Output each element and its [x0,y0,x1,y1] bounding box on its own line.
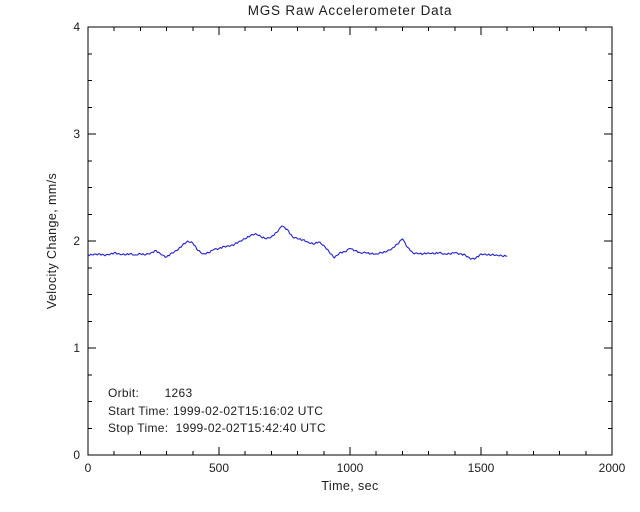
x-tick-label: 2000 [599,461,626,475]
y-tick-label: 0 [73,448,80,462]
y-tick-label: 1 [73,341,80,355]
data-layer [87,225,508,260]
y-tick-label: 4 [73,20,80,34]
y-axis-label: Velocity Change, mm/s [45,173,59,309]
axes-layer: 0 500 1000 1500 2000 0 1 2 3 4 [73,20,625,475]
x-axis-label: Time, sec [321,479,378,493]
annotation-block: Orbit: 1263 Start Time: 1999-02-02T15:16… [108,386,326,435]
start-time-annotation: Start Time: 1999-02-02T15:16:02 UTC [108,404,323,418]
chart-title: MGS Raw Accelerometer Data [248,3,453,18]
data-line [87,225,508,260]
stop-time-annotation: Stop Time: 1999-02-02T15:42:40 UTC [108,421,326,435]
x-tick-label: 500 [209,461,229,475]
x-tick-label: 1000 [337,461,364,475]
orbit-annotation: Orbit: 1263 [108,386,192,400]
y-tick-label: 3 [73,127,80,141]
x-tick-label: 1500 [468,461,495,475]
y-tick-label: 2 [73,234,80,248]
x-tick-label: 0 [85,461,92,475]
